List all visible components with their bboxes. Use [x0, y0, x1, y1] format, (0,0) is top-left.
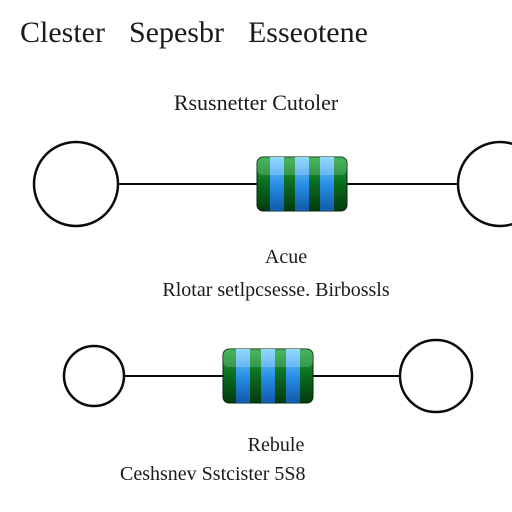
resistor-2 [223, 349, 313, 403]
title-word-3: Esseotene [248, 16, 368, 50]
row1-line: Rlotar setlpcsesse. Birbossls [0, 279, 512, 302]
title-word-2: Sepesbr [129, 16, 224, 50]
title-word-1: Clester [20, 16, 105, 50]
row1-subtitle: Rsusnetter Cutoler [0, 90, 512, 116]
row1-caption: Acue [0, 246, 512, 269]
node-left-2 [64, 346, 124, 406]
circuit-svg-1 [0, 124, 512, 244]
row2-caption: Rebule [0, 434, 512, 457]
resistor-1 [257, 157, 347, 211]
circuit-svg-2 [0, 320, 512, 432]
node-left-1 [34, 142, 118, 226]
diagram-row-1 [0, 124, 512, 244]
node-right-2 [400, 340, 472, 412]
diagram-row-2 [0, 320, 512, 432]
row2-bottom: Ceshsnev Sstcister 5S8 [0, 463, 512, 486]
node-right-1 [458, 142, 512, 226]
title-row: Clester Sepesbr Esseotene [0, 0, 512, 50]
